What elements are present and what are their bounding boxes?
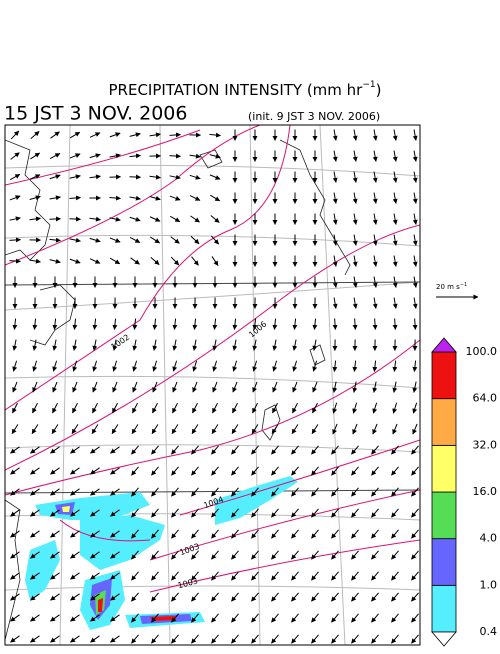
colorbar-label: 16.0	[473, 485, 498, 498]
wind-reference-sup: −1	[460, 282, 467, 288]
wind-reference-label: 20 m s−1	[436, 282, 467, 292]
title-sup: −1	[362, 80, 375, 90]
colorbar-label: 100.0	[466, 345, 498, 358]
colorbar-label: 0.4	[480, 625, 498, 638]
precip-area	[62, 506, 70, 512]
colorbar-label: 32.0	[473, 438, 498, 451]
title: PRECIPITATION INTENSITY (mm hr−1)	[109, 80, 382, 99]
wind-reference-text: 20 m s	[436, 283, 460, 291]
colorbar-label: 4.0	[480, 532, 498, 545]
colorbar-over	[432, 338, 456, 352]
wind-vector	[70, 219, 81, 220]
colorbar-segment	[432, 445, 456, 492]
colorbar-label: 1.0	[480, 578, 498, 591]
wind-vector	[110, 177, 121, 178]
colorbar-segment	[432, 585, 456, 632]
title-text: PRECIPITATION INTENSITY (mm hr	[109, 81, 364, 99]
map: 1002 1006 1004 1003 1003	[5, 125, 420, 645]
map-background	[5, 125, 420, 645]
colorbar-label: 64.0	[473, 392, 498, 405]
colorbar-segment	[432, 352, 456, 399]
init-time: (init. 9 JST 3 NOV. 2006)	[248, 110, 380, 123]
colorbar-under	[432, 632, 456, 646]
title-end: )	[376, 81, 382, 99]
valid-time: 15 JST 3 NOV. 2006	[4, 103, 187, 125]
colorbar-segment	[432, 539, 456, 586]
colorbar-segment	[432, 399, 456, 446]
colorbar: 0.4 1.0 4.0 16.0 32.0 64.0 100.0	[432, 338, 497, 646]
colorbar-segment	[432, 492, 456, 539]
